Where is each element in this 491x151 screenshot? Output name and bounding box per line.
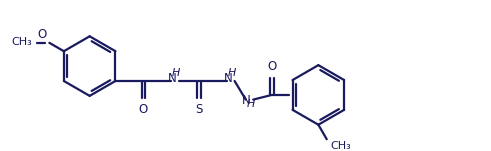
Text: N: N xyxy=(224,72,232,85)
Text: O: O xyxy=(267,60,276,73)
Text: CH₃: CH₃ xyxy=(12,37,32,47)
Text: O: O xyxy=(139,103,148,116)
Text: H: H xyxy=(228,68,236,78)
Text: CH₃: CH₃ xyxy=(330,141,351,151)
Text: N: N xyxy=(243,94,251,107)
Text: H: H xyxy=(246,99,255,109)
Text: N: N xyxy=(168,72,177,85)
Text: O: O xyxy=(37,28,47,41)
Text: S: S xyxy=(195,103,203,116)
Text: H: H xyxy=(172,68,180,78)
